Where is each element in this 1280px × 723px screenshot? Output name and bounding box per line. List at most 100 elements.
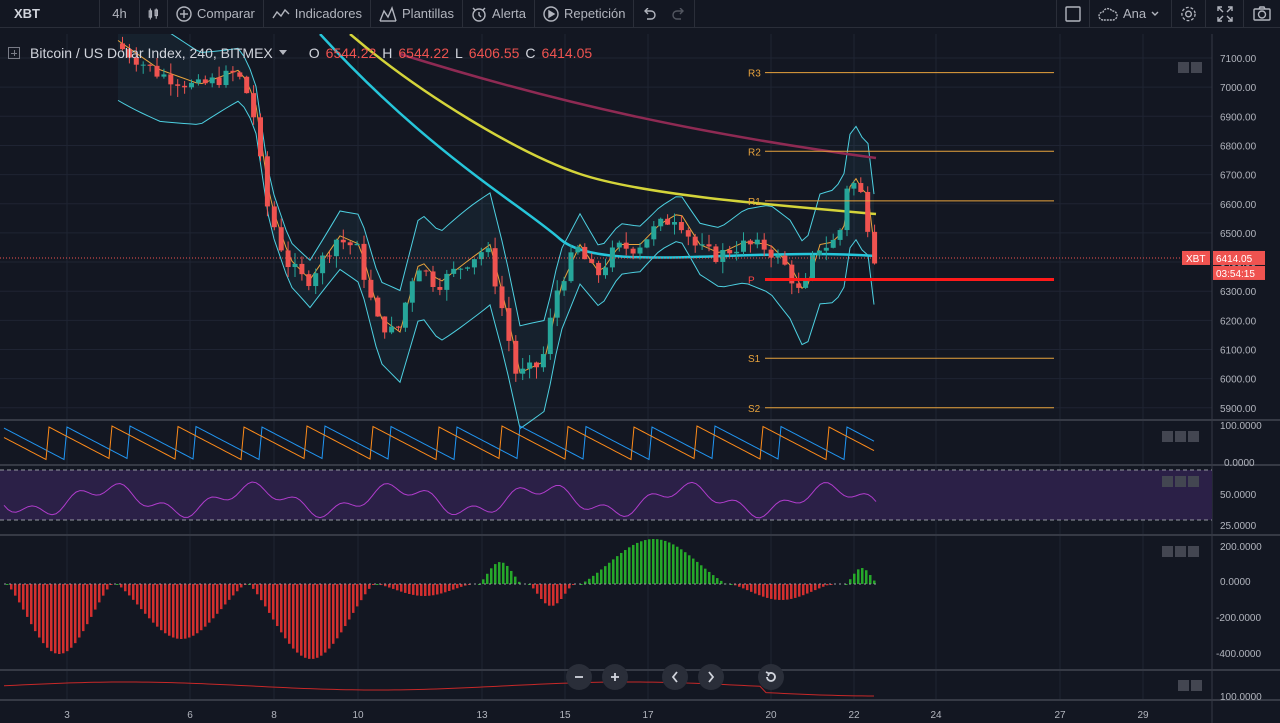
macd-bar	[82, 584, 85, 632]
macd-bar	[376, 584, 379, 585]
candle	[672, 222, 677, 225]
candle	[630, 248, 636, 254]
macd-bar	[510, 570, 513, 584]
macd-bar	[440, 584, 443, 594]
macd-bar	[320, 584, 323, 656]
macd-bar	[404, 584, 407, 593]
zoom-out-button[interactable]	[566, 664, 592, 690]
pane-maximize-button[interactable]	[1188, 431, 1199, 442]
macd-bar	[284, 584, 287, 639]
caret-down-icon[interactable]	[278, 50, 287, 56]
candle	[513, 340, 519, 374]
redo-icon	[672, 7, 685, 20]
macd-bar	[62, 584, 65, 654]
pane-down-button[interactable]	[1175, 476, 1186, 487]
replay-button[interactable]: Repetición	[535, 0, 635, 28]
chart-style-button[interactable]	[140, 0, 168, 28]
interval-selector[interactable]: 4h	[100, 0, 140, 28]
settings-button[interactable]	[1172, 0, 1206, 28]
save-layout-button[interactable]: Ana	[1090, 0, 1172, 28]
candle	[202, 79, 208, 84]
fullscreen-button[interactable]	[1206, 0, 1244, 28]
candles-icon	[148, 8, 158, 19]
candle	[320, 255, 326, 274]
macd-bar	[272, 584, 275, 620]
macd-bar	[734, 584, 737, 586]
macd-bar	[730, 584, 733, 585]
symbol-search[interactable]: XBT	[0, 0, 100, 28]
templates-button[interactable]: Plantillas	[371, 0, 464, 28]
macd-bar	[156, 584, 159, 627]
pane-down-button[interactable]	[1175, 546, 1186, 557]
collapse-legend-icon[interactable]	[8, 47, 20, 59]
macd-bar	[432, 584, 435, 596]
redo-button[interactable]	[664, 0, 696, 28]
candle	[823, 247, 829, 251]
macd-bar	[240, 584, 243, 588]
ema-100-line	[349, 34, 877, 216]
candle	[327, 255, 332, 257]
fullscreen-chart-button[interactable]	[1056, 0, 1090, 28]
macd-bar	[644, 540, 647, 584]
price-axis-label: 6700.00	[1220, 171, 1257, 182]
zoom-in-button[interactable]	[602, 664, 628, 690]
time-axis-label: 17	[642, 710, 654, 721]
scroll-right-button[interactable]	[698, 664, 724, 690]
macd-bar	[300, 584, 303, 656]
candle	[713, 246, 719, 262]
chart-area[interactable]: R3 R2 R1 P S1 S2 7100.00 7000.00 6900.00 6800.00 6…	[0, 34, 1280, 723]
candle	[603, 267, 608, 276]
candle	[637, 247, 643, 254]
candle	[465, 267, 470, 269]
time-axis-label: 15	[559, 710, 571, 721]
scroll-left-button[interactable]	[662, 664, 688, 690]
pane-up-button[interactable]	[1162, 476, 1173, 487]
macd-bar	[830, 584, 833, 585]
pane-maximize-button[interactable]	[1191, 680, 1202, 691]
pane-up-button[interactable]	[1178, 62, 1189, 73]
macd-bar	[556, 584, 559, 604]
macd-bar	[592, 575, 595, 584]
pane-up-button[interactable]	[1162, 546, 1173, 557]
plus-circle-icon	[176, 5, 192, 22]
snapshot-button[interactable]	[1244, 0, 1280, 28]
candle	[430, 271, 436, 287]
reset-chart-button[interactable]	[758, 664, 784, 690]
macd-bar	[128, 584, 131, 596]
pane-maximize-button[interactable]	[1188, 476, 1199, 487]
candle	[147, 64, 153, 66]
macd-bar	[762, 584, 765, 597]
undo-button[interactable]	[634, 0, 664, 28]
pane-up-button[interactable]	[1178, 680, 1189, 691]
macd-bar	[572, 584, 575, 585]
pane-up-button[interactable]	[1162, 431, 1173, 442]
candle	[768, 249, 774, 258]
candle	[782, 255, 788, 265]
macd-bar	[50, 584, 53, 652]
candle	[126, 49, 132, 58]
candle	[616, 242, 622, 248]
price-axis-label: 6000.00	[1220, 375, 1257, 386]
chart-canvas[interactable]: R3 R2 R1 P S1 S2 7100.00 7000.00 6900.00 6800.00 6…	[0, 34, 1280, 723]
macd-bar	[252, 584, 255, 589]
compare-button[interactable]: Comparar	[168, 0, 264, 28]
rsi-pane-controls	[1162, 476, 1199, 487]
pane-down-button[interactable]	[1175, 431, 1186, 442]
macd-bar	[818, 584, 821, 589]
macd-bar	[861, 568, 864, 584]
macd-axis-label: -400.0000	[1216, 649, 1261, 660]
pivot-label: R3	[748, 69, 761, 80]
plus-icon	[611, 673, 619, 681]
alert-button[interactable]: Alerta	[463, 0, 536, 28]
pane-maximize-button[interactable]	[1188, 546, 1199, 557]
macd-bar	[628, 547, 631, 584]
indicators-button[interactable]: Indicadores	[264, 0, 372, 28]
macd-bar	[364, 584, 367, 595]
countdown-tag	[1213, 265, 1265, 280]
macd-bar	[132, 584, 135, 600]
price-axis-label: 6500.00	[1220, 229, 1257, 240]
time-axis-label: 10	[352, 710, 364, 721]
macd-bar	[228, 584, 231, 600]
macd-bar	[22, 584, 25, 610]
pane-maximize-button[interactable]	[1191, 62, 1202, 73]
